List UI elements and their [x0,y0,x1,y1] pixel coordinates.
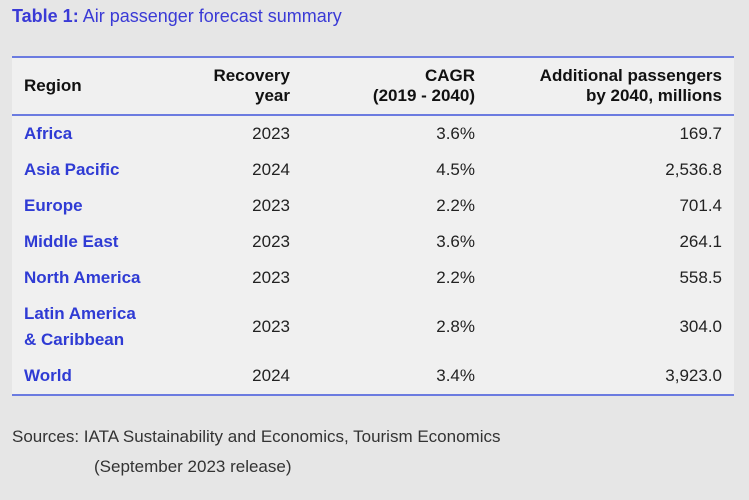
sources-line2: (September 2023 release) [94,457,292,476]
region-name: Middle East [24,232,119,251]
cagr-cell: 3.6% [436,232,475,251]
header-region: Region [12,57,182,115]
header-cagr: CAGR (2019 - 2040) [302,57,487,115]
table-row: Middle East 2023 3.6% 264.1 [12,224,734,260]
header-additional-line2: by 2040, millions [585,86,722,105]
table-row: Latin America & Caribbean 2023 2.8% 304.… [12,296,734,358]
recovery-year-cell: 2024 [252,366,290,385]
recovery-year-cell: 2023 [252,268,290,287]
additional-passengers-cell: 3,923.0 [665,366,722,385]
header-cagr-line2: (2019 - 2040) [372,86,475,105]
additional-passengers-cell: 558.5 [679,268,722,287]
sources-note: Sources: IATA Sustainability and Economi… [12,422,500,482]
region-cell: Asia Pacific [12,152,182,188]
recovery-year-cell: 2023 [252,124,290,143]
region-name: Europe [24,196,83,215]
table-row: Europe 2023 2.2% 701.4 [12,188,734,224]
header-recovery-year: Recovery year [182,57,302,115]
table-row: World 2024 3.4% 3,923.0 [12,358,734,395]
header-additional-passengers: Additional passengers by 2040, millions [487,57,734,115]
cagr-cell: 3.6% [436,124,475,143]
region-cell: World [12,358,182,395]
table-title-text: Air passenger forecast summary [82,6,342,26]
header-region-label: Region [24,76,82,95]
cagr-cell: 4.5% [436,160,475,179]
additional-passengers-cell: 2,536.8 [665,160,722,179]
header-cagr-line1: CAGR [424,66,475,85]
header-additional-line1: Additional passengers [539,66,722,85]
header-recovery-line2: year [255,86,290,105]
region-cell: Africa [12,115,182,152]
region-cell: Latin America & Caribbean [12,296,182,358]
additional-passengers-cell: 169.7 [679,124,722,143]
recovery-year-cell: 2024 [252,160,290,179]
cagr-cell: 3.4% [436,366,475,385]
region-name: Latin America [24,304,136,323]
cagr-cell: 2.8% [436,317,475,336]
additional-passengers-cell: 264.1 [679,232,722,251]
region-cell: Europe [12,188,182,224]
table-title: Table 1: Air passenger forecast summary [12,6,342,27]
cagr-cell: 2.2% [436,268,475,287]
cagr-cell: 2.2% [436,196,475,215]
recovery-year-cell: 2023 [252,317,290,336]
recovery-year-cell: 2023 [252,196,290,215]
recovery-year-cell: 2023 [252,232,290,251]
region-name-line2: & Caribbean [24,330,125,349]
sources-line1: Sources: IATA Sustainability and Economi… [12,427,501,446]
region-name: World [24,366,72,385]
region-name: North America [24,268,141,287]
additional-passengers-cell: 304.0 [679,317,722,336]
additional-passengers-cell: 701.4 [679,196,722,215]
header-recovery-line1: Recovery [213,66,290,85]
table-header-row: Region Recovery year CAGR (2019 - 2040) … [12,57,734,115]
table-number-label: Table 1: [12,6,79,26]
table-row: North America 2023 2.2% 558.5 [12,260,734,296]
table-row: Asia Pacific 2024 4.5% 2,536.8 [12,152,734,188]
forecast-table: Region Recovery year CAGR (2019 - 2040) … [12,56,734,396]
region-cell: Middle East [12,224,182,260]
table-row: Africa 2023 3.6% 169.7 [12,115,734,152]
region-name: Africa [24,124,73,143]
region-cell: North America [12,260,182,296]
region-name: Asia Pacific [24,160,120,179]
